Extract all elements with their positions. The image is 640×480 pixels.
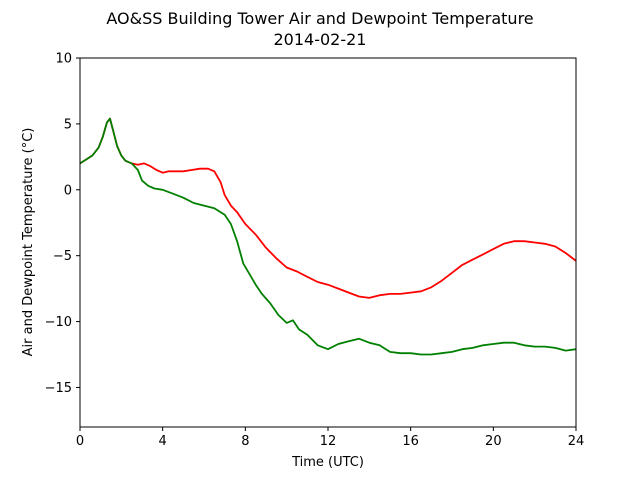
x-tick-label: 8 [241, 434, 249, 449]
y-tick-label: −10 [45, 315, 72, 330]
x-axis-label: Time (UTC) [291, 455, 364, 470]
y-tick-label: 0 [64, 183, 72, 198]
plot-frame [79, 57, 577, 428]
series-line-1 [79, 117, 577, 356]
y-tick-label: 10 [55, 52, 72, 67]
y-axis-ticks: −15 −10 −5 0 5 10 [45, 52, 80, 396]
y-tick-label: 5 [64, 117, 72, 132]
y-axis-label: Air and Dewpoint Temperature (°C) [21, 128, 36, 357]
y-tick-label: −5 [53, 249, 72, 264]
chart-subtitle: 2014-02-21 [274, 30, 367, 49]
y-tick-label: −15 [45, 381, 72, 396]
series-line-0 [79, 117, 577, 299]
x-tick-label: 24 [568, 434, 585, 449]
x-tick-label: 4 [159, 434, 167, 449]
x-tick-label: 16 [402, 434, 419, 449]
x-axis-ticks: 0 4 8 12 16 20 24 [76, 427, 584, 449]
chart-title: AO&SS Building Tower Air and Dewpoint Te… [106, 9, 533, 28]
x-tick-label: 0 [76, 434, 84, 449]
plot-area [79, 117, 577, 356]
x-tick-label: 20 [485, 434, 502, 449]
x-tick-label: 12 [320, 434, 337, 449]
